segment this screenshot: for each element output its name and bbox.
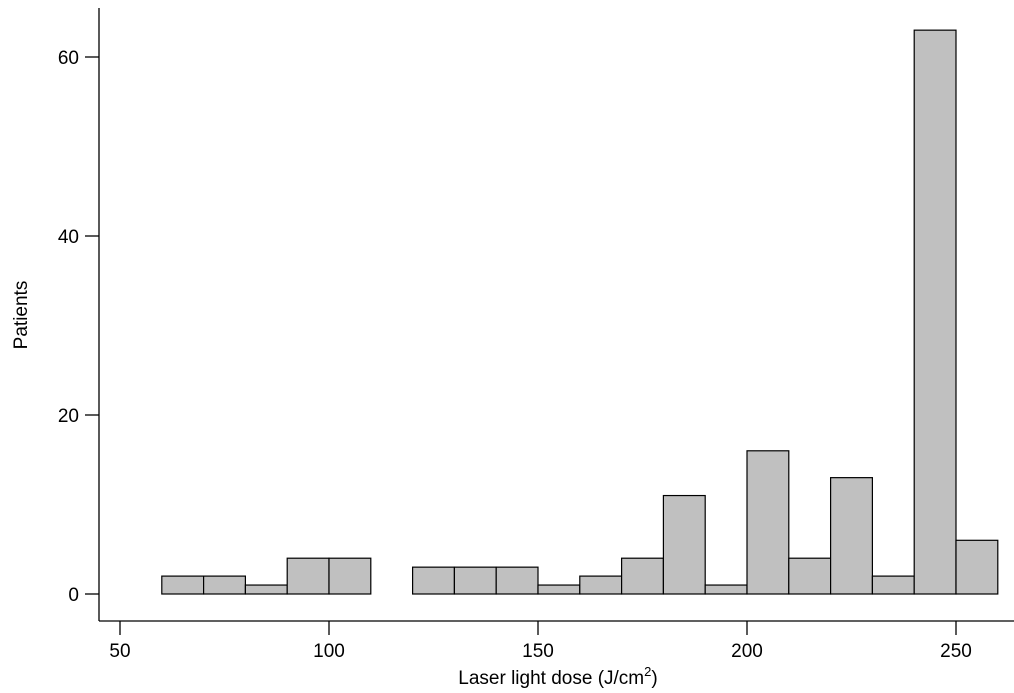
histogram-bar-220-230 <box>829 477 873 595</box>
x-tick-label-100: 100 <box>313 641 345 662</box>
histogram-bar-170-180 <box>620 557 664 595</box>
histogram-bar-130-140 <box>453 566 497 595</box>
histogram-bar-100-110 <box>328 557 372 595</box>
x-axis-title-suffix: ) <box>651 668 657 689</box>
histogram-bar-60-70 <box>161 575 205 595</box>
histogram-bar-80-90 <box>244 584 288 595</box>
x-tick-label-150: 150 <box>522 641 554 662</box>
histogram-bar-250-260 <box>955 539 999 595</box>
x-tick-label-250: 250 <box>940 641 972 662</box>
histogram-bar-160-170 <box>579 575 623 595</box>
histogram-bar-70-80 <box>203 575 247 595</box>
histogram-bar-210-220 <box>788 557 832 595</box>
histogram-bar-90-100 <box>286 557 330 595</box>
histogram-bar-240-250 <box>913 29 957 595</box>
y-ticks-group: 0 20 40 60 <box>58 48 99 606</box>
histogram-bar-150-160 <box>537 584 581 595</box>
x-ticks-group: 50 100 150 200 250 <box>109 621 972 662</box>
y-axis-title: Patients <box>11 281 32 350</box>
histogram-bar-190-200 <box>704 584 748 595</box>
x-tick-label-200: 200 <box>731 641 763 662</box>
histogram-bar-200-210 <box>746 450 790 595</box>
x-tick-label-50: 50 <box>109 641 130 662</box>
y-tick-label-0: 0 <box>68 585 79 606</box>
x-axis-title-main: Laser light dose (J/cm <box>458 668 644 689</box>
y-tick-label-60: 60 <box>58 48 79 69</box>
histogram-bar-230-240 <box>871 575 915 595</box>
y-tick-label-20: 20 <box>58 406 79 427</box>
histogram-bar-140-150 <box>495 566 539 595</box>
bars-group <box>161 29 999 595</box>
x-axis-title: Laser light dose (J/cm2) <box>458 664 657 689</box>
histogram-bar-180-190 <box>662 494 706 595</box>
histogram-bar-120-130 <box>412 566 456 595</box>
y-tick-label-40: 40 <box>58 227 79 248</box>
x-axis-title-superscript: 2 <box>644 664 651 679</box>
